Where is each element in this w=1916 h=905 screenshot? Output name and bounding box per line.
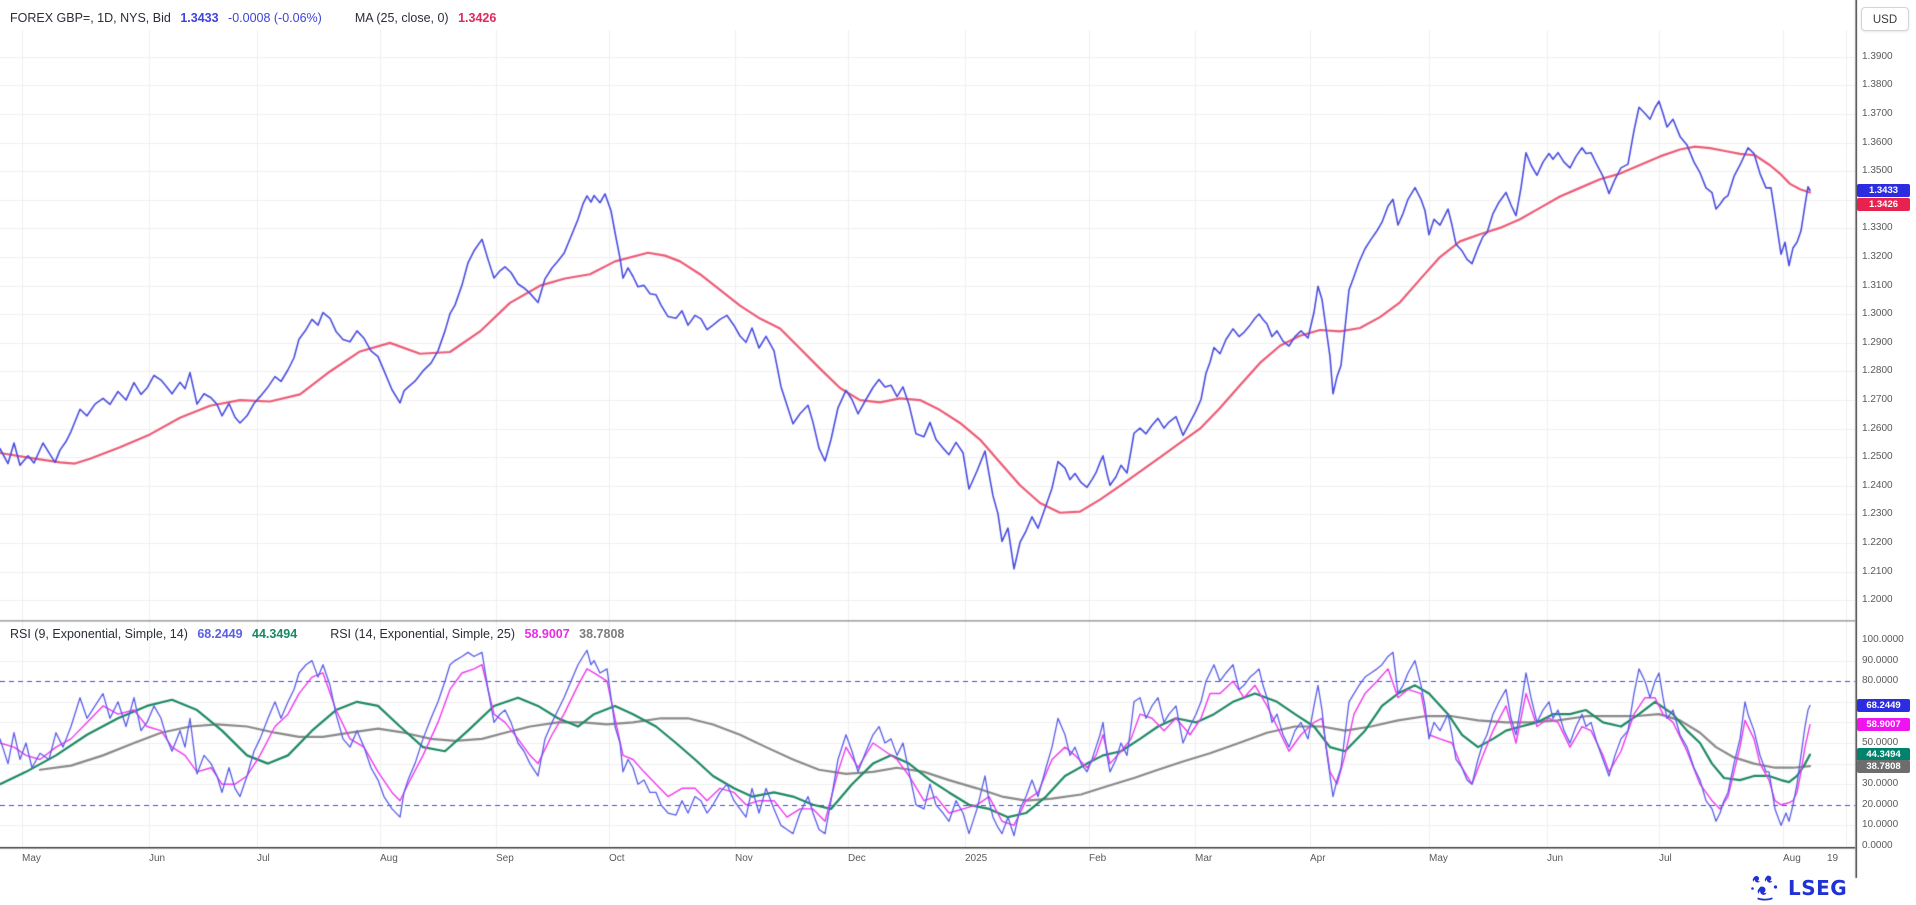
time-axis-tick: 2025 [965, 853, 988, 864]
price-axis-tick: 1.3000 [1862, 308, 1893, 320]
price-change-value: -0.0008 (-0.06%) [228, 11, 322, 25]
rsi-axis-tick: 50.0000 [1862, 737, 1899, 748]
axis-value-badge: 1.3433 [1857, 183, 1910, 197]
price-axis-tick: 1.2400 [1862, 479, 1893, 491]
rsi9-signal-value: 44.3494 [252, 627, 298, 641]
ma-study-label: MA (25, close, 0) [354, 11, 449, 25]
axis-value-badge: 58.9007 [1857, 718, 1910, 732]
rsi9-study-label: RSI (9, Exponential, Simple, 14) [10, 627, 188, 641]
time-axis-tick: Dec [848, 853, 866, 864]
rsi-axis-tick: 80.0000 [1862, 675, 1899, 687]
axis-value-badge: 44.3494 [1857, 748, 1910, 762]
lseg-crest-icon [1751, 875, 1778, 901]
price-axis-tick: 1.2100 [1862, 565, 1893, 577]
rsi-pane-legend[interactable]: RSI (9, Exponential, Simple, 14) 68.2449… [10, 627, 630, 641]
time-axis-tick: Sep [496, 853, 514, 864]
price-axis-tick: 1.3600 [1862, 136, 1893, 148]
lseg-logo-text: LSEG [1788, 875, 1848, 900]
axis-value-badge: 1.3426 [1857, 197, 1910, 211]
price-axis-tick: 1.2600 [1862, 422, 1893, 434]
time-axis-tick: Apr [1310, 853, 1326, 864]
time-axis-tick: Jul [1659, 853, 1672, 864]
price-axis-tick: 1.3100 [1862, 279, 1893, 291]
axis-value-badge: 68.2449 [1857, 698, 1910, 712]
price-axis-tick: 1.2700 [1862, 394, 1893, 406]
price-pane-legend[interactable]: FOREX GBP=, 1D, NYS, Bid 1.3433 -0.0008 … [10, 11, 502, 25]
time-axis-tick: Jun [149, 853, 166, 864]
price-axis-tick: 1.3200 [1862, 251, 1893, 263]
time-axis-tick: Jun [1547, 853, 1564, 864]
rsi-axis-tick: 90.0000 [1862, 654, 1899, 666]
price-axis-tick: 1.3500 [1862, 165, 1893, 177]
time-axis-tick: Nov [735, 853, 753, 864]
price-axis-tick: 1.3800 [1862, 79, 1893, 91]
rsi-axis-tick: 100.0000 [1862, 634, 1904, 645]
time-axis-tick: Jul [257, 853, 270, 864]
axis-value-badge: 38.7808 [1857, 759, 1910, 773]
price-axis-tick: 1.2900 [1862, 336, 1893, 348]
rsi-axis-tick: 10.0000 [1862, 819, 1899, 831]
bid-price-value: 1.3433 [180, 11, 219, 25]
rsi-axis-tick: 0.0000 [1862, 840, 1893, 851]
price-axis-tick: 1.2300 [1862, 508, 1893, 520]
rsi14-study-label: RSI (14, Exponential, Simple, 25) [330, 627, 516, 641]
price-axis-tick: 1.2200 [1862, 537, 1893, 549]
instrument-title: FOREX GBP=, 1D, NYS, Bid [10, 11, 171, 25]
price-axis-tick: 1.3900 [1862, 50, 1893, 62]
time-axis-tick: Aug [1783, 853, 1801, 864]
price-axis-tick: 1.2000 [1862, 594, 1893, 606]
price-axis-tick: 1.3700 [1862, 108, 1893, 120]
time-axis-tick: May [22, 853, 41, 864]
rsi-axis-tick: 20.0000 [1862, 798, 1899, 810]
rsi14-value: 58.9007 [524, 627, 570, 641]
time-axis-tick: Aug [380, 853, 398, 864]
price-axis-tick: 1.2800 [1862, 365, 1893, 377]
price-axis-tick: 1.3300 [1862, 222, 1893, 234]
currency-unit-button[interactable]: USD [1861, 7, 1909, 31]
lseg-logo: LSEG [1748, 874, 1847, 901]
ma-value: 1.3426 [458, 11, 497, 25]
time-axis-tick: May [1429, 853, 1448, 864]
rsi-axis-tick: 30.0000 [1862, 778, 1899, 790]
price-axis-tick: 1.2500 [1862, 451, 1893, 463]
time-axis-tick: Oct [609, 853, 625, 864]
time-axis-tick: Feb [1089, 853, 1107, 864]
rsi14-signal-value: 38.7808 [579, 627, 625, 641]
rsi9-value: 68.2449 [197, 627, 243, 641]
time-axis-tick: 19 [1827, 853, 1839, 864]
time-axis-tick: Mar [1195, 853, 1213, 864]
